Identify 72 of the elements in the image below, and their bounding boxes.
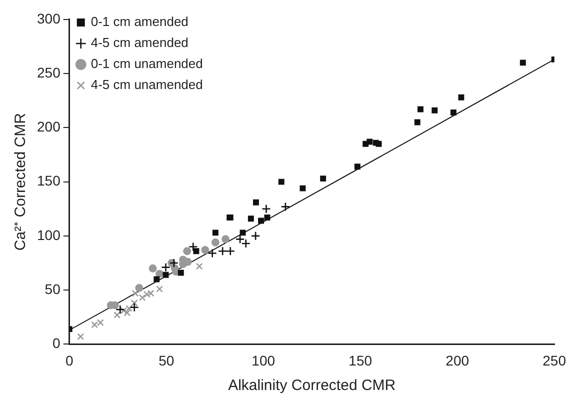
legend-label: 0-1 cm unamended: [90, 56, 203, 72]
legend-label: 4-5 cm unamended: [90, 77, 203, 92]
point: [77, 333, 84, 340]
point: [196, 262, 203, 270]
y-tick-label: 50: [44, 280, 61, 297]
point: [193, 248, 200, 254]
point: [156, 270, 164, 278]
point: [354, 164, 360, 170]
point: [183, 247, 192, 256]
point: [124, 309, 131, 316]
point: [248, 216, 254, 222]
x-tick-label: 250: [542, 352, 566, 368]
point: [226, 246, 236, 256]
point: [264, 214, 270, 221]
legend-label: 4-5 cm amended: [90, 35, 188, 50]
point: [458, 94, 464, 100]
x-tick-label: 150: [348, 352, 372, 368]
point: [130, 302, 139, 312]
y-tick-label: 300: [37, 10, 61, 26]
x-axis-title: Alkalinity Corrected CMR: [228, 377, 396, 394]
point: [130, 300, 138, 307]
point: [161, 262, 170, 272]
point: [212, 230, 218, 236]
y-axis-title: Ca²⁺ Corrected CMR: [12, 112, 30, 251]
point: [120, 307, 128, 314]
point: [280, 202, 290, 212]
point: [250, 231, 260, 241]
point: [138, 294, 146, 302]
point: [520, 60, 526, 66]
point: [148, 264, 157, 272]
point: [366, 138, 373, 145]
point: [300, 185, 306, 192]
point: [432, 107, 438, 114]
point: [417, 106, 424, 112]
point: [278, 178, 284, 185]
point: [320, 176, 326, 182]
point: [211, 238, 220, 246]
point: [222, 235, 230, 244]
y-tick-label: 250: [37, 64, 61, 80]
point: [188, 242, 198, 252]
x-tick-label: 0: [65, 352, 74, 368]
x-tick-label: 50: [158, 352, 174, 368]
point: [450, 110, 456, 116]
point: [258, 218, 264, 224]
point: [135, 284, 144, 292]
legend-label: 0-1 cm amended: [90, 14, 188, 30]
point: [162, 272, 169, 278]
y-tick-label: 100: [37, 226, 61, 243]
point: [91, 321, 98, 328]
point: [143, 290, 150, 298]
point: [252, 199, 259, 206]
point: [132, 290, 139, 297]
y-tick-label: 200: [37, 118, 61, 135]
point: [156, 286, 164, 292]
y-tick-label: 0: [52, 335, 61, 352]
x-tick-label: 100: [252, 352, 276, 368]
point: [116, 304, 125, 314]
point: [218, 246, 228, 256]
point: [414, 119, 420, 126]
point: [96, 319, 104, 326]
point: [114, 311, 121, 318]
point: [154, 276, 160, 282]
point: [376, 140, 382, 147]
point: [208, 248, 217, 258]
point: [262, 204, 271, 214]
point: [240, 230, 246, 236]
y-tick-label: 150: [37, 172, 61, 189]
x-tick-label: 200: [446, 352, 470, 368]
point: [178, 270, 184, 276]
point: [201, 246, 210, 254]
point: [169, 258, 179, 268]
point: [147, 290, 154, 297]
